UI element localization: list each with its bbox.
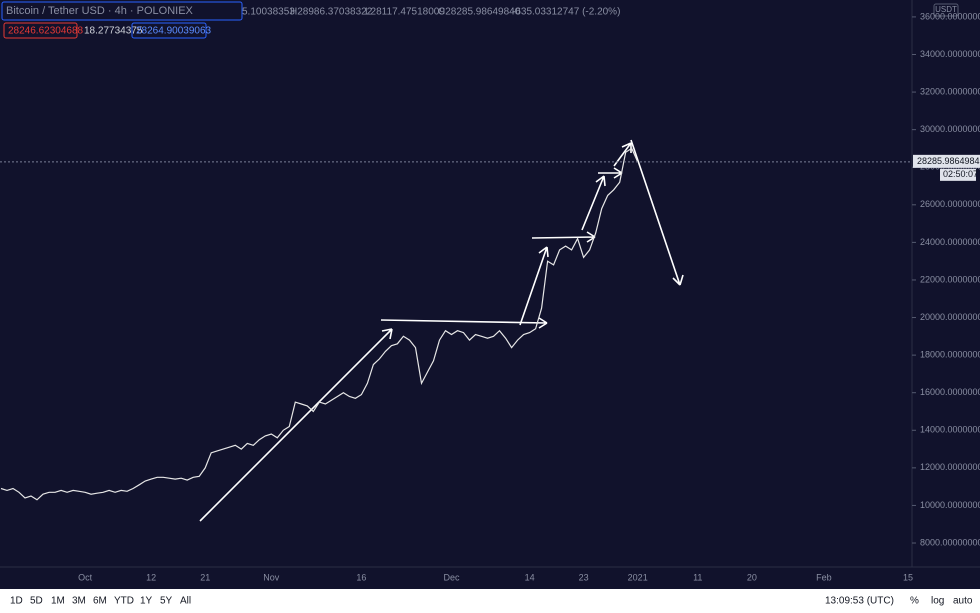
annotations (199, 139, 684, 522)
y-tick-label: 18000.00000000 (920, 349, 980, 359)
change: -635.03312747 (-2.20%) (512, 7, 620, 18)
toolbar-bg (0, 589, 980, 613)
y-tick-label: 14000.00000000 (920, 425, 980, 435)
bid-box (3, 22, 78, 39)
x-tick-label: 14 (525, 572, 535, 582)
open: 5.10038353 (242, 7, 295, 18)
range-button[interactable]: All (180, 596, 191, 607)
x-tick-label: 16 (356, 572, 366, 582)
y-tick-label: 12000.00000000 (920, 462, 980, 472)
range-button[interactable]: 1M (51, 596, 65, 607)
y-tick-label: 24000.00000000 (920, 237, 980, 247)
y-tick-label: 16000.00000000 (920, 387, 980, 397)
clock: 13:09:53 (UTC) (825, 596, 894, 607)
y-tick-label: 8000.00000000 (920, 537, 980, 547)
range-button[interactable]: 3M (72, 596, 86, 607)
range-button[interactable]: 1D (10, 596, 23, 607)
y-tick-label: 22000.00000000 (920, 274, 980, 284)
x-tick-label: 12 (146, 572, 156, 582)
arrow (380, 317, 548, 329)
range-button[interactable]: 1Y (140, 596, 153, 607)
range-button[interactable]: 5Y (160, 596, 173, 607)
currency-box (933, 3, 959, 17)
x-tick-label: Feb (816, 572, 832, 582)
arrow (581, 175, 606, 231)
x-tick-label: 11 (693, 572, 702, 582)
ask: 28264.90039063 (136, 26, 212, 37)
symbol-box (1, 1, 243, 21)
high: H28986.37038322 (290, 7, 373, 18)
x-tick-label: 20 (747, 572, 757, 582)
spread: 18.27734375 (84, 26, 143, 37)
x-tick-label: 23 (579, 572, 589, 582)
y-tick-label: 20000.00000000 (920, 312, 980, 322)
price-line (0, 147, 639, 501)
x-tick-label: Oct (78, 572, 93, 582)
y-tick-label: 30000.00000000 (920, 124, 980, 134)
bid: 28246.62304688 (8, 26, 84, 37)
toolbar: 1D 5D 1M 3M 6M YTD 1Y 5Y All 13:09:53 (UTC)% log au… (10, 596, 973, 607)
x-tick-label: 21 (200, 572, 210, 582)
x-tick-label: 15 (903, 572, 913, 582)
low: L28117.47518009 (365, 7, 445, 18)
percent-button[interactable]: % (910, 596, 919, 607)
symbol[interactable]: Bitcoin / Tether USD · 4h · POLONIEX (6, 5, 194, 17)
y-tick-label: 36000.00000000 (920, 11, 980, 21)
y-tick-label: 10000.00000000 (920, 500, 980, 510)
log-button[interactable]: log (931, 596, 944, 607)
close: C28285.98649840 (438, 7, 521, 18)
currency: USDT (935, 5, 957, 14)
y-tick-label: 32000.00000000 (920, 86, 980, 96)
x-tick-label: Dec (443, 572, 460, 582)
last-price-box (913, 154, 980, 168)
arrow (199, 328, 393, 522)
range-button[interactable]: YTD (114, 596, 134, 607)
range-button[interactable]: 5D (30, 596, 43, 607)
auto-button[interactable]: auto (953, 596, 973, 607)
arrow (598, 167, 623, 179)
y-tick-label: 34000.00000000 (920, 49, 980, 59)
countdown-box (940, 168, 976, 181)
ask-box (131, 22, 207, 39)
countdown: 02:50:07 (943, 169, 978, 179)
x-tick-label: Nov (263, 572, 280, 582)
last-price: 28285.98649840 (917, 156, 980, 166)
x-tick-label: 2021 (628, 572, 648, 582)
arrow (630, 139, 684, 286)
range-button[interactable]: 6M (93, 596, 107, 607)
arrow (519, 246, 549, 326)
y-tick-label: 26000.00000000 (920, 199, 980, 209)
